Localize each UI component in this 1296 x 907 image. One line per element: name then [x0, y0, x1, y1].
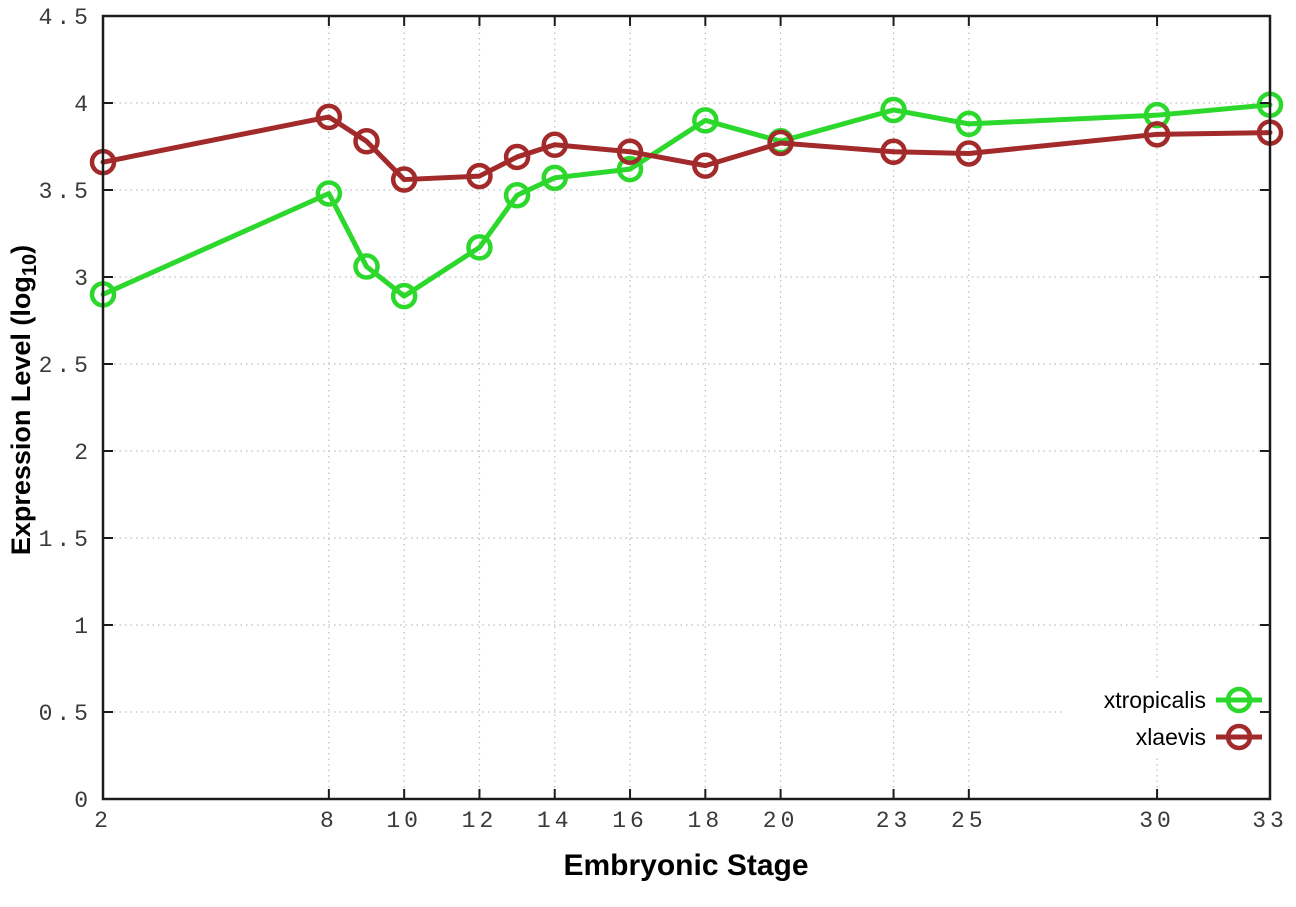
marker-xlaevis-stage-13	[503, 143, 531, 171]
marker-xlaevis-stage-14	[541, 131, 568, 159]
marker-xtropicalis-stage-25	[955, 110, 983, 138]
marker-xtropicalis-stage-8	[315, 180, 343, 207]
y-axis-title-subscript: 10	[19, 253, 42, 277]
x-tick-label-8: 8	[320, 808, 338, 834]
marker-xtropicalis-stage-30	[1143, 101, 1171, 129]
y-tick-label-2: 2	[74, 440, 92, 466]
marker-xtropicalis-stage-18	[692, 107, 719, 134]
marker-xlaevis-stage-9	[353, 128, 380, 155]
marker-xlaevis-stage-16	[616, 138, 644, 165]
x-tick-label-16: 16	[612, 808, 648, 834]
x-tick-label-30: 30	[1139, 808, 1175, 834]
marker-xtropicalis-stage-14	[541, 164, 568, 192]
y-tick-label-1: 1	[74, 614, 92, 640]
marker-xtropicalis-stage-12	[466, 234, 493, 261]
legend-label-xtropicalis: xtropicalis	[1104, 687, 1206, 713]
y-tick-label-0: 0	[74, 788, 92, 814]
marker-xtropicalis-stage-9	[353, 253, 380, 280]
x-tick-label-14: 14	[537, 808, 573, 834]
marker-xlaevis-stage-10	[390, 166, 418, 193]
legend-label-xlaevis: xlaevis	[1136, 724, 1206, 750]
plot-border	[101, 14, 1272, 801]
marker-xtropicalis-stage-16	[616, 155, 644, 183]
y-tick-label-3: 3	[74, 266, 92, 292]
y-tick-label-4.5: 4.5	[39, 5, 92, 31]
x-tick-label-12: 12	[462, 808, 498, 834]
y-tick-label-0.5: 0.5	[39, 701, 92, 727]
marker-xlaevis-stage-8	[315, 103, 343, 131]
marker-xlaevis-stage-12	[466, 162, 493, 190]
marker-xtropicalis-stage-13	[503, 181, 531, 209]
y-tick-label-4: 4	[74, 92, 92, 118]
y-tick-label-2.5: 2.5	[39, 353, 92, 379]
series-line-xtropicalis	[100, 102, 1273, 299]
x-tick-label-23: 23	[876, 808, 912, 834]
legend-sample-marker-xtropicalis	[1225, 686, 1253, 714]
x-tick-label-25: 25	[951, 808, 987, 834]
marker-xlaevis-stage-25	[955, 140, 983, 167]
y-axis-title: Expression Level (log10)	[6, 245, 42, 555]
marker-xlaevis-stage-20	[767, 129, 794, 157]
y-axis-title-text: Expression Level (log	[5, 276, 36, 556]
x-tick-label-18: 18	[688, 808, 724, 834]
x-axis-title: Embryonic Stage	[563, 849, 809, 882]
marker-xlaevis-stage-23	[880, 138, 907, 165]
legend-sample-marker-xlaevis	[1225, 723, 1253, 751]
x-tick-label-20: 20	[763, 808, 799, 834]
y-tick-label-1.5: 1.5	[39, 527, 92, 553]
marker-xlaevis-stage-18	[692, 152, 719, 179]
marker-xlaevis-stage-30	[1143, 121, 1171, 148]
y-axis-title-suffix: )	[5, 244, 36, 254]
x-tick-label-33: 33	[1252, 808, 1288, 834]
y-tick-label-3.5: 3.5	[39, 179, 92, 205]
marker-xtropicalis-stage-10	[390, 282, 418, 310]
x-tick-label-2: 2	[94, 808, 112, 834]
series-line-xlaevis	[100, 114, 1273, 183]
x-tick-label-10: 10	[386, 808, 422, 834]
marker-xtropicalis-stage-23	[880, 96, 907, 124]
